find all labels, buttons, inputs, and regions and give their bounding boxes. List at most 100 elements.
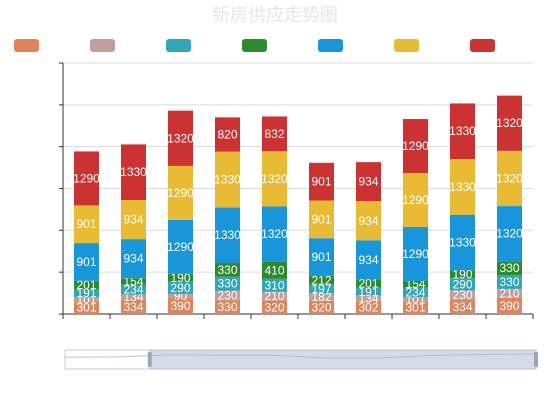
zoom-handle-left[interactable] — [147, 352, 152, 367]
bar-segment-9-3[interactable] — [450, 278, 475, 291]
data-label-5-7: 832 — [264, 127, 284, 141]
bar-segment-1-6[interactable] — [74, 205, 99, 244]
data-label-8-6: 1290 — [402, 193, 429, 207]
legend-swatch-3[interactable] — [166, 39, 191, 52]
bar-segment-9-6[interactable] — [450, 159, 475, 215]
bar-segment-4-3[interactable] — [215, 276, 240, 291]
data-label-7-4: 201 — [358, 277, 378, 291]
bar-segment-6-6[interactable] — [309, 200, 334, 239]
bar-segment-8-7[interactable] — [403, 119, 428, 174]
bar-segment-3-3[interactable] — [168, 281, 193, 294]
bar-segment-4-1[interactable] — [215, 300, 240, 314]
bar-segment-2-5[interactable] — [121, 239, 146, 279]
data-label-5-5: 1320 — [261, 227, 288, 241]
bar-segment-5-6[interactable] — [262, 151, 287, 207]
bar-segment-10-7[interactable] — [497, 95, 522, 151]
bar-segment-1-2[interactable] — [74, 297, 99, 302]
bar-segment-3-6[interactable] — [168, 165, 193, 220]
data-label-2-1: 334 — [123, 300, 143, 314]
bar-segment-4-6[interactable] — [215, 151, 240, 208]
bar-segment-9-2[interactable] — [450, 290, 475, 301]
bar-segment-5-4[interactable] — [262, 261, 287, 279]
zoom-selected-range[interactable] — [149, 349, 537, 370]
bar-segment-3-1[interactable] — [168, 297, 193, 314]
bar-segment-7-6[interactable] — [356, 201, 381, 241]
bar-segment-6-5[interactable] — [309, 238, 334, 276]
bar-segment-8-6[interactable] — [403, 173, 428, 227]
bar-segment-4-2[interactable] — [215, 290, 240, 301]
data-label-1-3: 191 — [76, 286, 96, 300]
bar-segment-6-3[interactable] — [309, 284, 334, 293]
bar-segment-5-3[interactable] — [262, 278, 287, 292]
bar-segment-10-5[interactable] — [497, 206, 522, 262]
bar-segment-10-2[interactable] — [497, 288, 522, 298]
bar-segment-10-3[interactable] — [497, 275, 522, 289]
bar-segment-4-5[interactable] — [215, 207, 240, 263]
data-label-2-6: 934 — [123, 213, 143, 227]
data-label-1-6: 901 — [76, 217, 96, 231]
bar-segment-3-5[interactable] — [168, 219, 193, 274]
bar-segment-2-4[interactable] — [121, 278, 146, 285]
bar-segment-10-4[interactable] — [497, 261, 522, 276]
bar-segment-1-3[interactable] — [74, 289, 99, 298]
bar-segment-5-5[interactable] — [262, 206, 287, 262]
bar-segment-7-3[interactable] — [356, 287, 381, 296]
bar-segment-1-1[interactable] — [74, 301, 99, 314]
bar-segment-2-1[interactable] — [121, 300, 146, 314]
bar-segment-1-7[interactable] — [74, 151, 99, 206]
bar-segment-7-4[interactable] — [356, 279, 381, 288]
bar-segment-1-5[interactable] — [74, 243, 99, 281]
legend-swatch-7[interactable] — [470, 39, 495, 52]
data-label-5-4: 410 — [264, 263, 284, 277]
legend-swatch-6[interactable] — [394, 39, 419, 52]
legend-swatch-5[interactable] — [318, 39, 343, 52]
bar-segment-8-2[interactable] — [403, 297, 428, 302]
bar-segment-7-2[interactable] — [356, 295, 381, 302]
data-label-6-6: 901 — [311, 212, 331, 226]
data-label-6-1: 320 — [311, 300, 331, 314]
bar-segment-2-3[interactable] — [121, 284, 146, 295]
bar-segment-6-4[interactable] — [309, 275, 334, 285]
legend[interactable] — [14, 39, 495, 52]
bar-segment-8-4[interactable] — [403, 280, 428, 288]
bar-segment-4-7[interactable] — [215, 117, 240, 152]
bar-segment-1-4[interactable] — [74, 280, 99, 290]
bar-segment-2-7[interactable] — [121, 144, 146, 201]
bar-segment-10-1[interactable] — [497, 297, 522, 314]
bar-segment-8-1[interactable] — [403, 301, 428, 314]
zoom-handle-right[interactable] — [534, 352, 538, 367]
bar-segment-9-5[interactable] — [450, 214, 475, 271]
bar-segment-3-2[interactable] — [168, 293, 193, 298]
bar-segment-4-4[interactable] — [215, 262, 240, 277]
bar-segment-7-5[interactable] — [356, 240, 381, 280]
data-label-9-7: 1330 — [449, 124, 476, 138]
data-zoom-slider[interactable] — [64, 349, 538, 370]
data-label-1-4: 201 — [76, 278, 96, 292]
bar-segment-7-1[interactable] — [356, 301, 381, 314]
bar-segment-10-6[interactable] — [497, 150, 522, 207]
bars[interactable]: 3011011912019019011290334134234154934934… — [73, 95, 523, 315]
legend-swatch-2[interactable] — [90, 39, 115, 52]
bar-segment-2-6[interactable] — [121, 200, 146, 240]
bar-segment-6-1[interactable] — [309, 300, 334, 314]
bar-segment-8-5[interactable] — [403, 226, 428, 281]
bar-segment-3-7[interactable] — [168, 110, 193, 166]
bar-segment-5-2[interactable] — [262, 291, 287, 301]
bar-segment-6-7[interactable] — [309, 162, 334, 201]
bar-segment-5-1[interactable] — [262, 300, 287, 314]
data-label-5-3: 310 — [264, 278, 284, 292]
legend-swatch-4[interactable] — [242, 39, 267, 52]
data-label-3-6: 1290 — [167, 186, 194, 200]
bar-segment-6-2[interactable] — [309, 292, 334, 301]
bar-segment-7-7[interactable] — [356, 162, 381, 202]
bar-segment-5-7[interactable] — [262, 116, 287, 152]
data-label-2-5: 934 — [123, 252, 143, 266]
data-label-10-4: 330 — [499, 261, 519, 275]
bar-segment-3-4[interactable] — [168, 273, 193, 282]
legend-swatch-1[interactable] — [14, 39, 39, 52]
bar-segment-8-3[interactable] — [403, 287, 428, 298]
bar-segment-9-4[interactable] — [450, 270, 475, 279]
bar-segment-9-7[interactable] — [450, 103, 475, 160]
bar-segment-2-2[interactable] — [121, 294, 146, 301]
bar-segment-9-1[interactable] — [450, 300, 475, 314]
